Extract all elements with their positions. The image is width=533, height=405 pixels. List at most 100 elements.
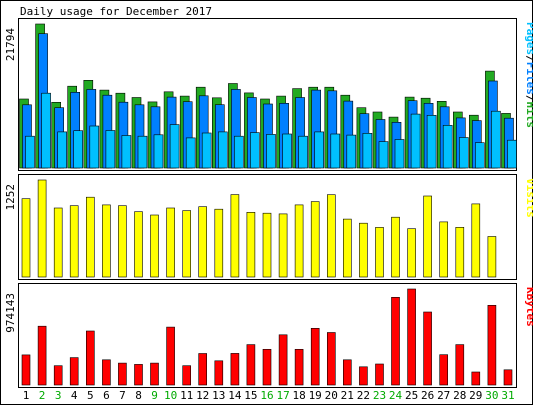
bar-pages-day-12 (201, 132, 212, 169)
day-label-3: 3 (55, 389, 62, 402)
bar-pages-day-9 (153, 134, 164, 169)
bar-pages-day-28 (458, 137, 469, 169)
bar-pages-day-6 (105, 130, 116, 169)
bar-visits-day-19 (310, 201, 320, 278)
bar-kbytes-day-14 (230, 353, 240, 386)
bar-visits-day-11 (182, 210, 191, 278)
bar-pages-day-7 (121, 135, 132, 169)
bar-visits-day-18 (294, 204, 304, 278)
bar-kbytes-day-10 (166, 326, 175, 386)
bar-visits-day-26 (423, 195, 432, 278)
bar-visits-day-28 (455, 227, 465, 278)
bar-pages-day-29 (474, 142, 485, 169)
bar-kbytes-day-12 (198, 353, 207, 386)
day-label-29: 29 (469, 389, 482, 402)
day-label-6: 6 (103, 389, 110, 402)
bar-visits-day-1 (21, 198, 31, 278)
max-label-kbytes: 974143 (4, 293, 17, 333)
bar-kbytes-day-9 (150, 362, 159, 386)
bar-visits-day-9 (150, 214, 159, 278)
day-label-1: 1 (23, 389, 30, 402)
bar-visits-day-13 (214, 208, 224, 278)
bar-pages-day-20 (330, 133, 341, 169)
day-label-20: 20 (325, 389, 338, 402)
bar-pages-day-3 (57, 131, 68, 169)
day-label-11: 11 (180, 389, 193, 402)
panel-visits: 1252 Visits (4, 174, 533, 280)
bar-visits-day-5 (86, 196, 95, 278)
bar-kbytes-day-25 (407, 288, 416, 386)
bar-kbytes-day-30 (487, 304, 497, 386)
bar-kbytes-day-29 (471, 371, 481, 386)
bar-kbytes-day-24 (391, 296, 400, 386)
bar-visits-day-16 (262, 212, 272, 278)
side-label-part-2: Files (524, 62, 533, 95)
bar-visits-day-20 (326, 194, 336, 278)
day-label-10: 10 (164, 389, 177, 402)
bar-visits-day-23 (375, 227, 384, 278)
bar-kbytes-day-27 (439, 354, 449, 386)
bar-pages-day-10 (169, 124, 180, 169)
bar-visits-day-17 (278, 213, 288, 278)
side-label-part-4: Hits (524, 102, 533, 129)
bar-visits-day-30 (487, 236, 497, 278)
bar-kbytes-day-23 (375, 363, 384, 386)
bar-pages-day-18 (298, 135, 308, 169)
bar-kbytes-day-7 (118, 362, 127, 386)
bar-kbytes-day-4 (69, 357, 79, 386)
bar-visits-day-27 (439, 221, 449, 278)
day-label-14: 14 (228, 389, 242, 402)
bar-pages-day-2 (41, 92, 51, 169)
side-label-part-0: Visits (524, 178, 533, 218)
day-label-23: 23 (373, 389, 386, 402)
bar-pages-day-16 (266, 134, 276, 169)
bar-pages-day-13 (218, 131, 228, 169)
bar-pages-day-27 (442, 125, 453, 169)
bar-kbytes-day-22 (359, 366, 368, 386)
bar-pages-day-22 (362, 133, 373, 169)
side-label-hits-files-pages: Pages/Files/Hits (524, 22, 533, 128)
bar-visits-day-4 (69, 205, 79, 278)
bar-kbytes-day-1 (21, 354, 31, 386)
max-label-visits: 1252 (4, 184, 17, 211)
side-label-part-0: KBytes (524, 287, 533, 327)
bar-kbytes-day-11 (182, 365, 191, 386)
bar-kbytes-day-13 (214, 360, 224, 386)
bar-visits-day-21 (342, 218, 352, 278)
side-label-part-1: / (524, 55, 533, 62)
bar-kbytes-day-6 (102, 359, 111, 386)
day-label-7: 7 (119, 389, 126, 402)
bar-pages-day-25 (410, 113, 421, 169)
day-label-12: 12 (196, 389, 209, 402)
day-label-18: 18 (292, 389, 305, 402)
day-label-21: 21 (341, 389, 354, 402)
bar-visits-day-2 (37, 179, 47, 278)
bar-pages-day-23 (378, 141, 389, 169)
day-label-27: 27 (437, 389, 450, 402)
bar-kbytes-day-21 (342, 359, 352, 386)
bar-visits-day-29 (471, 203, 481, 278)
bar-kbytes-day-5 (86, 330, 95, 386)
day-label-13: 13 (212, 389, 225, 402)
bar-visits-day-22 (359, 222, 368, 278)
day-label-25: 25 (405, 389, 418, 402)
day-label-17: 17 (276, 389, 289, 402)
bar-pages-day-17 (282, 133, 292, 169)
x-axis-day-labels: 1 2 3 4 5 6 7 8 9 10 11 12 13 14 15 16 17 18 19 20 21 22 23 24 2… (23, 389, 515, 402)
chart-title: Daily usage for December 2017 (20, 5, 212, 18)
max-label-hits-files-pages: 21794 (4, 28, 17, 61)
bar-kbytes-day-8 (134, 364, 143, 386)
bar-kbytes-day-17 (278, 334, 288, 386)
bar-kbytes-day-28 (455, 344, 465, 386)
bar-pages-day-14 (234, 135, 244, 169)
day-label-5: 5 (87, 389, 94, 402)
day-label-31: 31 (501, 389, 514, 402)
bar-kbytes-day-20 (326, 332, 336, 386)
day-label-15: 15 (244, 389, 257, 402)
bar-pages-day-8 (137, 135, 148, 169)
bar-pages-day-1 (25, 135, 35, 169)
bar-pages-day-30 (491, 110, 501, 169)
bar-visits-day-7 (118, 205, 127, 278)
